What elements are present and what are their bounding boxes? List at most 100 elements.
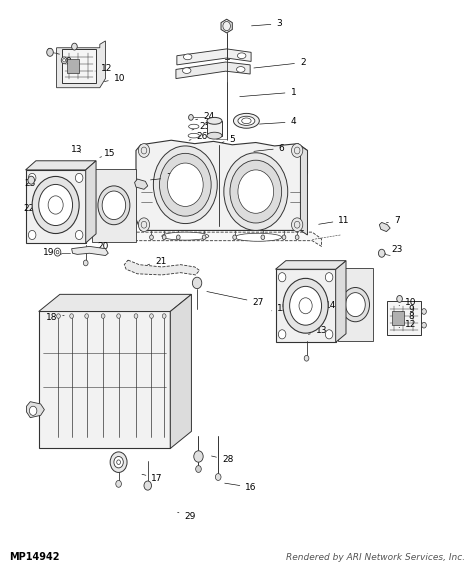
- Ellipse shape: [188, 133, 200, 138]
- Ellipse shape: [234, 113, 259, 128]
- Text: Rendered by ARI Network Services, Inc.: Rendered by ARI Network Services, Inc.: [286, 553, 465, 562]
- Text: 2: 2: [254, 58, 306, 68]
- Circle shape: [378, 249, 385, 257]
- Polygon shape: [26, 170, 86, 243]
- Polygon shape: [392, 312, 404, 325]
- Text: 13: 13: [71, 145, 82, 154]
- Circle shape: [282, 235, 286, 240]
- Polygon shape: [387, 301, 421, 335]
- Circle shape: [56, 314, 60, 319]
- Circle shape: [422, 323, 426, 328]
- Circle shape: [117, 314, 120, 319]
- Text: 16: 16: [225, 483, 257, 492]
- Circle shape: [72, 43, 77, 50]
- Text: 18: 18: [46, 313, 64, 321]
- Text: 26: 26: [189, 132, 208, 141]
- Text: 8: 8: [46, 48, 59, 57]
- Polygon shape: [338, 268, 373, 341]
- Ellipse shape: [183, 54, 192, 60]
- Circle shape: [238, 170, 273, 213]
- Polygon shape: [27, 402, 45, 417]
- Circle shape: [61, 57, 67, 64]
- Polygon shape: [221, 19, 232, 33]
- Text: 12: 12: [399, 320, 417, 328]
- Circle shape: [150, 314, 154, 319]
- Polygon shape: [56, 41, 105, 88]
- Circle shape: [32, 177, 79, 233]
- Circle shape: [114, 457, 123, 468]
- Circle shape: [292, 144, 303, 158]
- Text: 22: 22: [24, 204, 42, 213]
- Polygon shape: [275, 260, 346, 269]
- Circle shape: [202, 235, 206, 240]
- Text: 15: 15: [272, 304, 289, 313]
- Circle shape: [54, 248, 61, 256]
- Circle shape: [278, 329, 286, 339]
- Text: 23: 23: [384, 246, 402, 254]
- Circle shape: [422, 309, 426, 315]
- Polygon shape: [26, 161, 96, 170]
- Circle shape: [230, 160, 282, 223]
- Circle shape: [176, 235, 180, 240]
- Text: MP14942: MP14942: [9, 551, 60, 562]
- Polygon shape: [336, 260, 346, 342]
- Ellipse shape: [237, 67, 245, 72]
- Circle shape: [154, 146, 217, 224]
- Text: 14: 14: [314, 301, 337, 310]
- Text: 7: 7: [386, 216, 400, 225]
- Polygon shape: [39, 312, 170, 448]
- Text: 25: 25: [192, 122, 211, 131]
- Polygon shape: [301, 146, 308, 235]
- Text: 13: 13: [309, 327, 328, 335]
- Circle shape: [295, 235, 299, 240]
- Circle shape: [28, 176, 35, 184]
- Text: 17: 17: [142, 474, 163, 482]
- Polygon shape: [39, 294, 191, 312]
- Text: 12: 12: [95, 64, 112, 73]
- Text: 10: 10: [104, 74, 125, 83]
- Polygon shape: [101, 227, 321, 247]
- Circle shape: [194, 451, 203, 462]
- Ellipse shape: [346, 293, 365, 317]
- Circle shape: [47, 48, 53, 56]
- Circle shape: [397, 296, 402, 302]
- Polygon shape: [379, 223, 390, 232]
- Text: 9: 9: [402, 305, 414, 314]
- Text: 8: 8: [402, 312, 414, 320]
- Ellipse shape: [235, 233, 282, 242]
- Text: 5: 5: [222, 135, 235, 144]
- Text: 4: 4: [259, 117, 296, 126]
- Circle shape: [162, 235, 166, 240]
- Circle shape: [223, 21, 230, 30]
- Circle shape: [304, 355, 309, 361]
- Circle shape: [278, 273, 286, 282]
- Polygon shape: [67, 59, 79, 73]
- Text: 3: 3: [252, 20, 282, 28]
- Circle shape: [138, 218, 150, 232]
- Text: 21: 21: [148, 257, 166, 266]
- Circle shape: [75, 173, 83, 182]
- Ellipse shape: [237, 53, 246, 59]
- Text: 24: 24: [196, 112, 214, 121]
- Circle shape: [29, 406, 37, 415]
- Text: 9: 9: [65, 57, 76, 66]
- Circle shape: [101, 314, 105, 319]
- Ellipse shape: [207, 132, 222, 139]
- Circle shape: [292, 218, 303, 232]
- Polygon shape: [124, 260, 200, 275]
- Circle shape: [159, 154, 211, 216]
- Circle shape: [325, 273, 333, 282]
- Text: 10: 10: [399, 298, 417, 307]
- Ellipse shape: [341, 288, 370, 322]
- Circle shape: [138, 144, 150, 158]
- Circle shape: [70, 314, 73, 319]
- Text: 28: 28: [211, 455, 233, 465]
- Polygon shape: [135, 179, 148, 189]
- Circle shape: [192, 277, 202, 289]
- Ellipse shape: [189, 124, 199, 129]
- Ellipse shape: [98, 186, 130, 225]
- Polygon shape: [207, 121, 222, 136]
- Circle shape: [134, 314, 138, 319]
- Ellipse shape: [207, 117, 222, 124]
- Polygon shape: [275, 269, 336, 342]
